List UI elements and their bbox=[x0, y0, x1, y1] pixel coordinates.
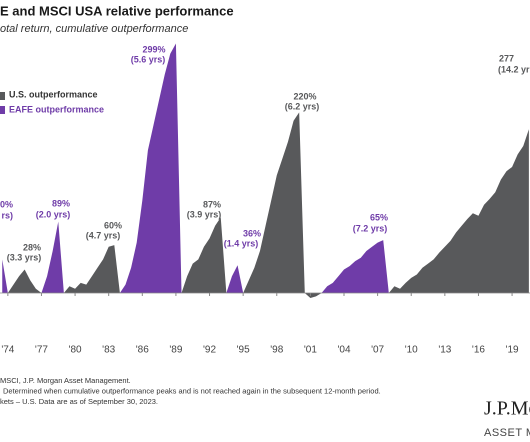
x-tick-label: '98 bbox=[270, 345, 283, 356]
x-tick-label: '19 bbox=[506, 345, 519, 356]
annotation-period: rs) bbox=[1, 210, 13, 220]
area bbox=[321, 240, 389, 293]
area bbox=[2, 259, 8, 293]
annotation-period: (7.2 yrs) bbox=[353, 223, 388, 233]
area bbox=[243, 112, 322, 299]
x-tick-label: '95 bbox=[237, 345, 250, 356]
area bbox=[119, 43, 182, 293]
logo-brand: J.P.Mo bbox=[484, 398, 530, 420]
footnote: kets – U.S. Data are as of September 30,… bbox=[0, 397, 158, 406]
plot-area bbox=[2, 43, 529, 299]
annotation-value: 277 bbox=[499, 53, 514, 63]
annotation-period: (5.6 yrs) bbox=[131, 54, 166, 64]
area bbox=[388, 129, 529, 293]
annotation-value: 0% bbox=[0, 199, 13, 209]
x-tick-label: '83 bbox=[102, 345, 115, 356]
x-tick-label: '16 bbox=[472, 345, 485, 356]
annotation-period: (3.9 yrs) bbox=[187, 209, 222, 219]
annotation-period: (2.0 yrs) bbox=[36, 209, 71, 219]
x-tick-label: '74 bbox=[1, 345, 14, 356]
footnote: MSCI, J.P. Morgan Asset Management. bbox=[0, 376, 131, 385]
annotation-value: 220% bbox=[293, 91, 316, 101]
annotation-value: 65% bbox=[370, 212, 388, 222]
chart-subtitle: otal return, cumulative outperformance bbox=[0, 23, 188, 35]
x-tick-label: '13 bbox=[438, 345, 451, 356]
annotation-period: (6.2 yrs) bbox=[285, 101, 320, 111]
legend-label: U.S. outperformance bbox=[9, 89, 98, 99]
logo-division: ASSET MA bbox=[484, 427, 530, 439]
annotation-value: 89% bbox=[52, 198, 70, 208]
footnote: Determined when cumulative outperformanc… bbox=[3, 386, 381, 395]
x-tick-label: '89 bbox=[169, 345, 182, 356]
area bbox=[226, 265, 244, 293]
x-tick-label: '07 bbox=[371, 345, 384, 356]
annotation-value: 299% bbox=[142, 44, 165, 54]
x-tick-label: '04 bbox=[337, 345, 350, 356]
x-tick-label: '80 bbox=[69, 345, 82, 356]
area bbox=[181, 217, 227, 293]
legend-label: EAFE outperformance bbox=[9, 104, 104, 114]
area bbox=[41, 221, 64, 293]
x-tick-label: '77 bbox=[35, 345, 48, 356]
annotation-period: (3.3 yrs) bbox=[7, 252, 42, 262]
x-tick-label: '10 bbox=[405, 345, 418, 356]
annotation-period: (1.4 yrs) bbox=[224, 238, 259, 248]
annotation-value: 28% bbox=[23, 242, 41, 252]
annotation-period: (4.7 yrs) bbox=[86, 230, 121, 240]
chart-title: E and MSCI USA relative performance bbox=[0, 3, 234, 18]
annotation-value: 60% bbox=[104, 220, 122, 230]
annotation-value: 87% bbox=[203, 199, 221, 209]
x-tick-label: '92 bbox=[203, 345, 216, 356]
legend-swatch bbox=[0, 106, 5, 114]
x-tick-label: '86 bbox=[136, 345, 149, 356]
legend-swatch bbox=[0, 92, 5, 100]
annotation-period: (14.2 yr bbox=[498, 64, 530, 74]
annotation-value: 36% bbox=[243, 228, 261, 238]
area bbox=[7, 269, 42, 293]
x-tick-label: '01 bbox=[304, 345, 317, 356]
area bbox=[63, 245, 120, 293]
